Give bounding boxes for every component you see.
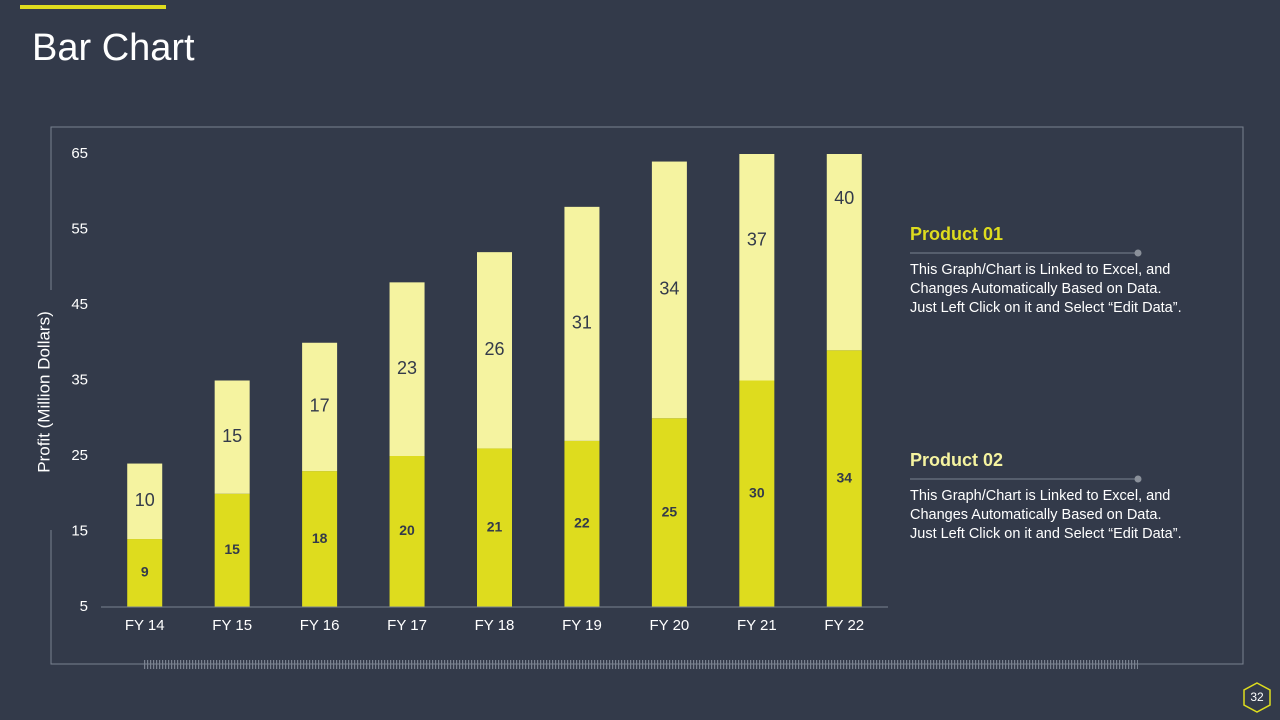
bar-segment: [564, 440, 600, 607]
bar-segment: [651, 161, 687, 419]
data-label: 23: [397, 358, 417, 378]
bar-segment: [302, 342, 338, 472]
x-tick-label: FY 15: [212, 617, 252, 634]
y-tick-label: 25: [71, 447, 88, 464]
legend-description: This Graph/Chart is Linked to Excel, and: [910, 262, 1170, 278]
x-tick-label: FY 22: [824, 617, 864, 634]
legend-description: This Graph/Chart is Linked to Excel, and: [910, 488, 1170, 504]
data-label: 18: [312, 530, 328, 546]
data-label: 17: [310, 396, 330, 416]
data-label: 37: [747, 230, 767, 250]
y-tick-label: 15: [71, 522, 88, 539]
legend-title: Product 02: [910, 450, 1003, 470]
bar-segment: [826, 154, 862, 351]
page-badge: [1243, 682, 1271, 713]
y-tick-label: 65: [71, 145, 88, 162]
page-number: 32: [1250, 690, 1264, 704]
bar-segment: [214, 493, 250, 607]
bar-segment: [651, 418, 687, 607]
data-label: 31: [572, 313, 592, 333]
bar-segment: [302, 471, 338, 607]
bar-segment: [127, 463, 163, 540]
data-label: 20: [399, 522, 415, 538]
data-label: 21: [487, 518, 503, 534]
data-label: 25: [662, 503, 678, 519]
data-label: 22: [574, 515, 590, 531]
data-label: 34: [836, 469, 852, 485]
x-tick-label: FY 18: [475, 617, 515, 634]
y-tick-label: 35: [71, 371, 88, 388]
legend-description: Changes Automatically Based on Data.: [910, 507, 1161, 523]
x-tick-label: FY 19: [562, 617, 602, 634]
y-tick-label: 45: [71, 296, 88, 313]
x-tick-label: FY 17: [387, 617, 427, 634]
x-tick-label: FY 14: [125, 617, 165, 634]
bar-segment: [564, 206, 600, 441]
data-label: 26: [484, 339, 504, 359]
legend-description: Changes Automatically Based on Data.: [910, 281, 1161, 297]
bar-segment: [389, 282, 425, 456]
data-label: 15: [222, 426, 242, 446]
title-accent: [20, 5, 166, 9]
x-tick-label: FY 16: [300, 617, 340, 634]
y-axis-label: Profit (Million Dollars): [34, 311, 53, 473]
slide-title: Bar Chart: [32, 27, 195, 69]
data-label: 15: [224, 541, 240, 557]
data-label: 10: [135, 490, 155, 510]
data-label: 34: [659, 279, 679, 299]
x-tick-label: FY 20: [650, 617, 690, 634]
bars: [127, 154, 862, 607]
bar-segment: [389, 456, 425, 607]
bar-segment: [739, 380, 775, 607]
legend-description: Just Left Click on it and Select “Edit D…: [910, 526, 1182, 542]
x-tick-label: FY 21: [737, 617, 777, 634]
decor-strip: [143, 660, 1138, 669]
legend-description: Just Left Click on it and Select “Edit D…: [910, 300, 1182, 316]
legend-dot: [1134, 249, 1142, 257]
legend-dot: [1134, 475, 1142, 483]
bar-segment: [477, 448, 512, 607]
legend-title: Product 01: [910, 224, 1003, 244]
data-label: 30: [749, 484, 765, 500]
y-tick-label: 55: [71, 220, 88, 237]
y-tick-label: 5: [80, 598, 88, 615]
bar-segment: [214, 380, 250, 494]
bar-segment: [826, 350, 862, 607]
data-label: 9: [141, 564, 149, 580]
bar-segment: [739, 154, 775, 381]
data-label: 40: [834, 188, 854, 208]
bar-segment: [477, 252, 512, 449]
bar-segment: [127, 539, 163, 607]
label-backdrop: [38, 290, 64, 530]
